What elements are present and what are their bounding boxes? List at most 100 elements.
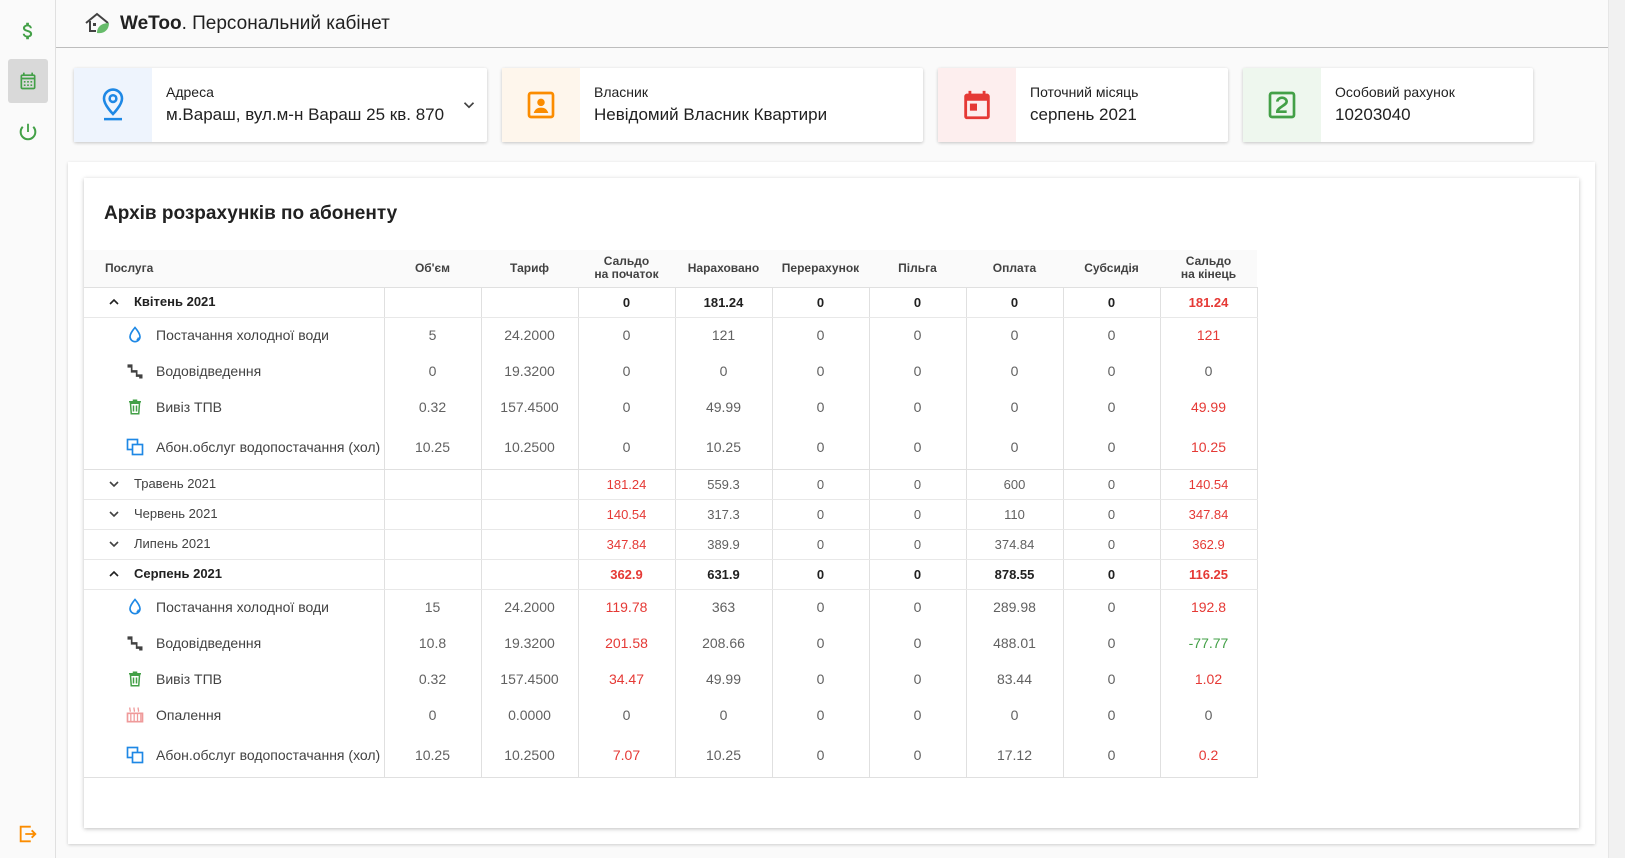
- chevron-down-icon[interactable]: [106, 476, 122, 492]
- service-name: Вивіз ТПВ: [156, 671, 222, 687]
- cell-balance-start: 0: [578, 425, 676, 470]
- chevron-down-icon[interactable]: [106, 506, 122, 522]
- vertical-scrollbar[interactable]: [1608, 0, 1625, 858]
- cell-accrued: 181.24: [675, 287, 773, 318]
- cell-tariff: [481, 469, 579, 500]
- cell-volume: [384, 287, 482, 318]
- cell-volume: 0: [384, 697, 482, 733]
- address-icon-box: [74, 68, 152, 142]
- cell-recalc: 0: [772, 661, 870, 697]
- cell-benefit: 0: [869, 625, 967, 661]
- col-balance-start: Сальдо на початок: [578, 250, 675, 288]
- cell-accrued: 363: [675, 589, 773, 625]
- cell-benefit: 0: [869, 287, 967, 318]
- cell-payment: 0: [966, 389, 1064, 425]
- cell-balance-end: 181.24: [1160, 287, 1258, 318]
- address-dropdown-toggle[interactable]: [451, 68, 487, 142]
- service-row: Абон.обслуг водопостачання (хол) 10.25 10.…: [84, 425, 1258, 470]
- month-group-row[interactable]: Червень 2021 140.54 317.3 0 0 110 0 347.84: [84, 499, 1258, 530]
- service-cell: Вивіз ТПВ: [84, 661, 385, 697]
- cell-payment: 600: [966, 469, 1064, 500]
- cell-volume: 15: [384, 589, 482, 625]
- col-tariff: Тариф: [481, 250, 578, 288]
- page-title: WeToo. Персональний кабінет: [120, 12, 390, 34]
- cell-accrued: 208.66: [675, 625, 773, 661]
- cell-payment: 110: [966, 499, 1064, 530]
- month-group-toggle[interactable]: Травень 2021: [84, 469, 385, 500]
- col-service: Послуга: [84, 250, 384, 288]
- cell-balance-start: 0: [578, 317, 676, 353]
- cell-accrued: 121: [675, 317, 773, 353]
- month-group-label: Квітень 2021: [134, 293, 216, 309]
- cell-balance-end: -77.77: [1160, 625, 1258, 661]
- month-group-label: Серпень 2021: [134, 565, 223, 581]
- cell-tariff: 24.2000: [481, 589, 579, 625]
- cell-recalc: 0: [772, 287, 870, 318]
- calendar-icon: [20, 72, 36, 90]
- cell-volume: [384, 559, 482, 590]
- numbered-box-icon: [1268, 91, 1296, 119]
- month-group-row[interactable]: Липень 2021 347.84 389.9 0 0 374.84 0 362.9: [84, 529, 1258, 560]
- cell-volume: 0: [384, 353, 482, 389]
- col-recalc: Перерахунок: [772, 250, 869, 288]
- service-row: Постачання холодної води 15 24.2000 119.78 3…: [84, 589, 1258, 625]
- cell-balance-end: 192.8: [1160, 589, 1258, 625]
- chevron-up-icon[interactable]: [106, 294, 122, 310]
- cell-balance-end: 362.9: [1160, 529, 1258, 560]
- sidebar-item-payments[interactable]: [8, 9, 48, 53]
- water-drop-icon: [124, 596, 146, 618]
- cell-recalc: 0: [772, 733, 870, 778]
- cell-subsidy: 0: [1063, 661, 1161, 697]
- cell-tariff: 157.4500: [481, 389, 579, 425]
- month-group-toggle[interactable]: Серпень 2021: [84, 559, 385, 590]
- current-month-value: серпень 2021: [1030, 105, 1137, 124]
- house-logo-icon: [85, 12, 109, 33]
- cell-subsidy: 0: [1063, 625, 1161, 661]
- cell-balance-end: 347.84: [1160, 499, 1258, 530]
- cell-tariff: 10.2500: [481, 733, 579, 778]
- cell-balance-end: 0.2: [1160, 733, 1258, 778]
- cell-volume: [384, 499, 482, 530]
- month-group-toggle[interactable]: Липень 2021: [84, 529, 385, 560]
- copy-icon: [124, 436, 146, 458]
- cell-balance-start: 34.47: [578, 661, 676, 697]
- service-name: Опалення: [156, 707, 222, 723]
- cell-benefit: 0: [869, 353, 967, 389]
- cell-recalc: 0: [772, 529, 870, 560]
- cell-balance-start: 181.24: [578, 469, 676, 500]
- cell-benefit: 0: [869, 469, 967, 500]
- month-group-row[interactable]: Серпень 2021 362.9 631.9 0 0 878.55 0 116.25: [84, 559, 1258, 590]
- cell-payment: 17.12: [966, 733, 1064, 778]
- month-group-toggle[interactable]: Червень 2021: [84, 499, 385, 530]
- cell-volume: 0.32: [384, 389, 482, 425]
- cell-payment: 0: [966, 697, 1064, 733]
- cell-benefit: 0: [869, 589, 967, 625]
- current-month-label: Поточний місяць: [1030, 84, 1139, 100]
- heating-icon: [124, 704, 146, 726]
- cell-volume: 0.32: [384, 661, 482, 697]
- chevron-up-icon[interactable]: [106, 566, 122, 582]
- cell-balance-start: 7.07: [578, 733, 676, 778]
- cell-recalc: 0: [772, 499, 870, 530]
- col-balance-end: Сальдо на кінець: [1160, 250, 1257, 288]
- cell-accrued: 317.3: [675, 499, 773, 530]
- month-group-toggle[interactable]: Квітень 2021: [84, 287, 385, 318]
- cell-accrued: 49.99: [675, 661, 773, 697]
- cell-recalc: 0: [772, 425, 870, 470]
- cell-benefit: 0: [869, 559, 967, 590]
- cell-volume: 5: [384, 317, 482, 353]
- sidebar-item-archive[interactable]: [8, 59, 48, 103]
- service-row: Абон.обслуг водопостачання (хол) 10.25 10.…: [84, 733, 1258, 778]
- logout-button[interactable]: [8, 812, 48, 856]
- service-row: Вивіз ТПВ 0.32 157.4500 0 49.99 0 0 0 0 49.99: [84, 389, 1258, 425]
- cell-payment: 0: [966, 317, 1064, 353]
- cell-subsidy: 0: [1063, 317, 1161, 353]
- month-group-row[interactable]: Травень 2021 181.24 559.3 0 0 600 0 140.54: [84, 469, 1258, 500]
- chevron-down-icon[interactable]: [106, 536, 122, 552]
- copy-icon: [124, 744, 146, 766]
- month-group-row[interactable]: Квітень 2021 0 181.24 0 0 0 0 181.24: [84, 287, 1258, 318]
- address-card[interactable]: Адреса м.Вараш, вул.м-н Вараш 25 кв. 870: [74, 68, 487, 142]
- sidebar-item-meters[interactable]: [8, 110, 48, 154]
- service-name: Постачання холодної води: [156, 599, 329, 616]
- owner-value: Невідомий Власник Квартири: [594, 105, 828, 124]
